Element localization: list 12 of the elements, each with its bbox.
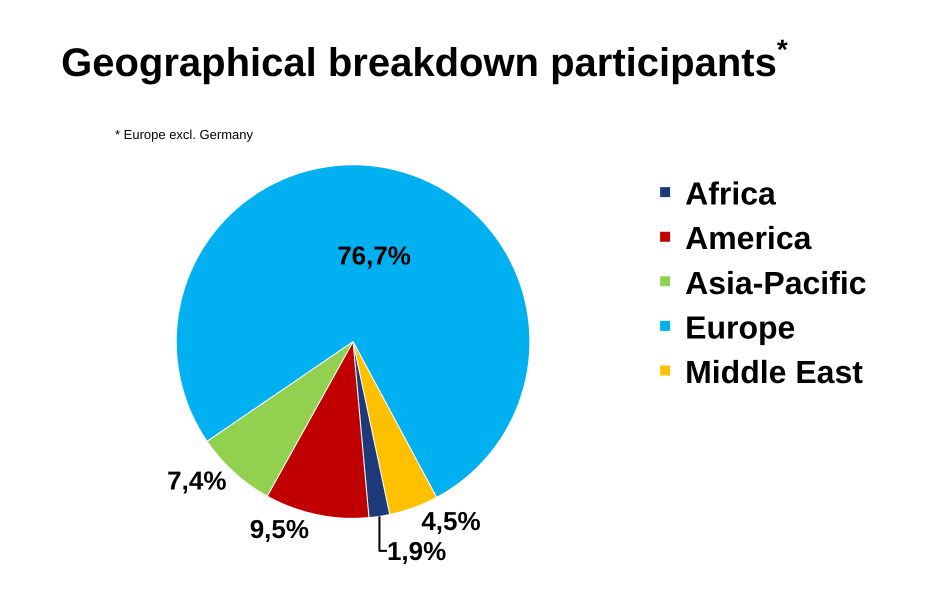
legend-label: Europe <box>685 309 796 346</box>
data-label: 9,5% <box>250 514 309 544</box>
legend-label: Africa <box>685 176 776 212</box>
legend-label: America <box>685 220 812 256</box>
data-label: 4,5% <box>421 506 481 536</box>
data-label: 1,9% <box>386 536 446 566</box>
chart-title: Geographical breakdown participants$^{*}$ <box>61 34 788 85</box>
legend-label: Middle East <box>685 354 864 390</box>
data-label: 76,7% <box>337 240 411 271</box>
text: * Europe excl. Germany <box>115 127 254 142</box>
legend-label: Asia-Pacific <box>685 264 867 301</box>
data-label: 7,4% <box>167 465 226 496</box>
